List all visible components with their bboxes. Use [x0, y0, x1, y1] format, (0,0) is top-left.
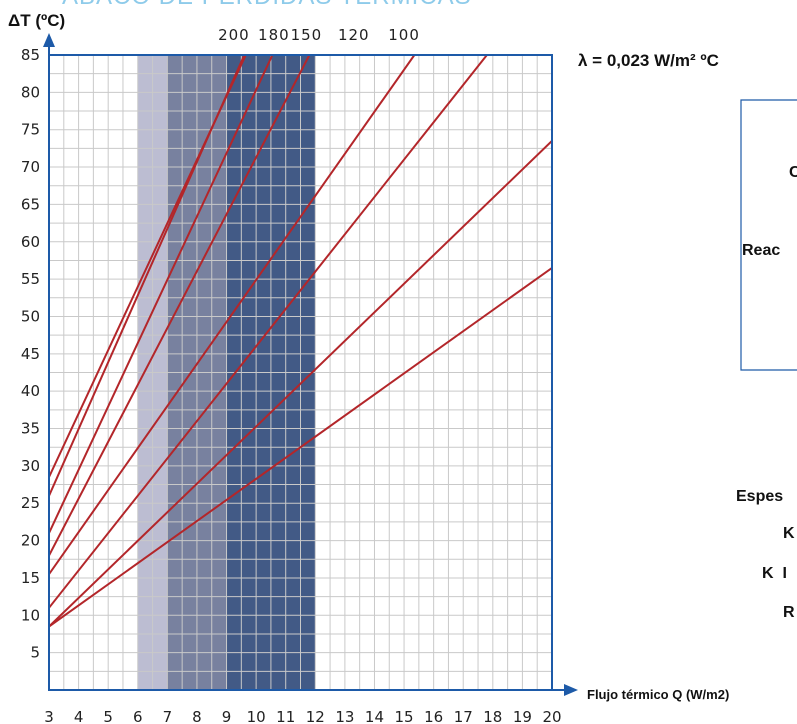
y-tick-label: 45 [21, 345, 40, 363]
y-tick-label: 20 [21, 532, 40, 550]
x-tick-label: 19 [513, 708, 532, 724]
x-tick-label: 11 [276, 708, 295, 724]
series-line-8 [49, 267, 552, 628]
x-tick-label: 16 [424, 708, 443, 724]
x-tick-label: 7 [163, 708, 173, 724]
top-tick-label: 100 [388, 26, 420, 44]
x-tick-label: 12 [306, 708, 325, 724]
y-tick-label: 15 [21, 569, 40, 587]
side-label-5: K I [762, 565, 787, 582]
y-tick-label: 25 [21, 494, 40, 512]
x-tick-label: 20 [542, 708, 561, 724]
top-tick-label: 150 [291, 26, 323, 44]
x-tick-label: 18 [483, 708, 502, 724]
series-lines [49, 55, 552, 628]
y-tick-label: 30 [21, 457, 40, 475]
y-tick-label: 70 [21, 158, 40, 176]
top-tick-labels: 200 180 150 120 100 [218, 26, 420, 44]
axis-arrows [43, 33, 578, 696]
series-line-2 [49, 55, 246, 497]
x-tick-label: 15 [395, 708, 414, 724]
x-tick-labels: 3 4 5 6 7 8 9 10 11 12 13 14 15 16 17 18 19 20 [44, 708, 561, 724]
side-label-1: C [789, 164, 797, 181]
side-label-4: K [783, 525, 795, 542]
banner-title: ÁBACO DE PÉRDIDAS TÉRMICAS [62, 0, 472, 10]
y-tick-label: 80 [21, 83, 40, 101]
y-axis-arrowhead [43, 33, 55, 47]
top-tick-label: 120 [338, 26, 370, 44]
lambda-label: λ = 0,023 W/m² ºC [578, 51, 719, 70]
x-tick-label: 17 [454, 708, 473, 724]
y-tick-label: 35 [21, 420, 40, 438]
series-line-7 [49, 140, 552, 628]
series-line-4 [49, 55, 311, 556]
x-tick-label: 10 [247, 708, 266, 724]
y-tick-label: 55 [21, 270, 40, 288]
series-line-3 [49, 55, 274, 534]
y-tick-label: 85 [21, 46, 40, 64]
x-axis-arrowhead [564, 684, 578, 696]
x-tick-label: 4 [74, 708, 84, 724]
y-axis-label: ΔT (ºC) [8, 11, 65, 30]
x-tick-label: 13 [335, 708, 354, 724]
side-label-2: Reac [742, 242, 780, 259]
x-tick-label: 9 [222, 708, 232, 724]
side-label-6: R [783, 604, 795, 621]
x-tick-label: 8 [192, 708, 202, 724]
y-tick-label: 50 [21, 307, 40, 325]
y-tick-label: 75 [21, 121, 40, 139]
series-line-6 [49, 55, 488, 609]
info-box [740, 99, 797, 371]
y-tick-labels: 5 10 15 20 25 30 35 40 45 50 55 60 65 70 75 80 85 [21, 46, 40, 662]
y-tick-label: 5 [30, 644, 40, 662]
x-axis-label: Flujo térmico Q (W/m2) [587, 687, 729, 702]
y-tick-label: 60 [21, 233, 40, 251]
y-tick-label: 10 [21, 606, 40, 624]
x-tick-label: 6 [133, 708, 143, 724]
side-label-3: Espes [736, 488, 783, 505]
x-tick-label: 5 [103, 708, 113, 724]
x-tick-label: 3 [44, 708, 54, 724]
top-tick-label: 200 [218, 26, 250, 44]
series-line-5 [49, 55, 416, 575]
x-tick-label: 14 [365, 708, 384, 724]
top-tick-label: 180 [258, 26, 290, 44]
y-tick-label: 65 [21, 195, 40, 213]
y-tick-label: 40 [21, 382, 40, 400]
